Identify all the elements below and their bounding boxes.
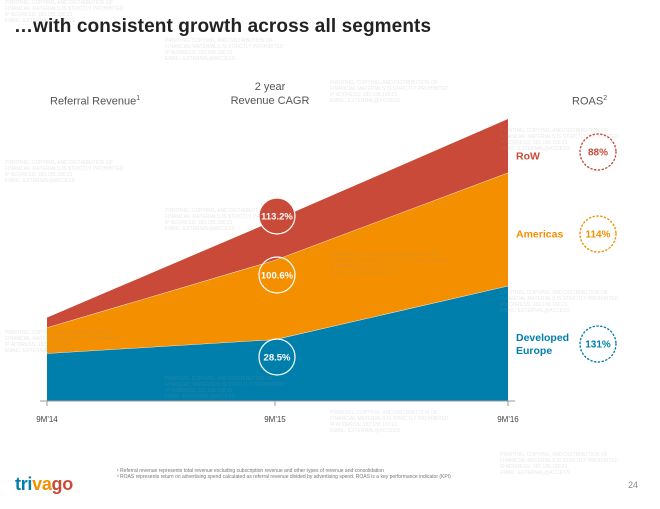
watermark-text: PRINTING, COPYING, AND DISTRIBUTION OF F… [500, 290, 619, 314]
watermark-text: PRINTING, COPYING, AND DISTRIBUTION OF F… [165, 208, 284, 232]
watermark-text: PRINTING, COPYING, AND DISTRIBUTION OF F… [330, 80, 449, 104]
watermark-text: PRINTING, COPYING, AND DISTRIBUTION OF F… [500, 128, 619, 152]
roas-value-label: 114% [585, 230, 610, 241]
footnote-1: ¹ Referral revenue represents total reve… [117, 468, 384, 474]
watermark-text: PRINTING, COPYING, AND DISTRIBUTION OF F… [165, 38, 284, 62]
cagr-circle [258, 256, 296, 294]
logo-part-1: tri [15, 474, 33, 494]
x-tick-label: 9M'14 [36, 415, 58, 424]
footnote-2: ² ROAS represents return on advertising … [117, 474, 451, 480]
roas-header-text: ROAS [572, 95, 604, 108]
trivago-logo: trivago [15, 474, 73, 495]
roas-circle [579, 133, 617, 171]
cagr-circle [258, 197, 296, 235]
watermark-text: PRINTING, COPYING, AND DISTRIBUTION OF F… [330, 252, 449, 276]
referral-revenue-header-text: Referral Revenue [50, 95, 137, 108]
cagr-value-label: 28.5% [264, 353, 291, 364]
watermark-text: PRINTING, COPYING, AND DISTRIBUTION OF F… [5, 160, 124, 184]
cagr-header-line1: 2 year [254, 81, 286, 93]
referral-revenue-header: Referral Revenue1 [50, 95, 140, 108]
watermark-text: PRINTING, COPYING, AND DISTRIBUTION OF F… [5, 330, 124, 354]
roas-header: ROAS2 [572, 95, 607, 108]
slide-title: …with consistent growth across all segme… [14, 16, 432, 37]
area-americas [47, 172, 508, 354]
roas-circle [579, 325, 617, 363]
area-developed-europe [47, 285, 508, 401]
series-label: RoW [516, 151, 540, 163]
watermark-text: PRINTING, COPYING, AND DISTRIBUTION OF F… [5, 0, 124, 24]
footnote-ref-2: 2 [603, 95, 608, 102]
watermark-text: PRINTING, COPYING, AND DISTRIBUTION OF F… [330, 410, 449, 434]
page-number: 24 [628, 480, 639, 490]
logo-part-2: va [32, 474, 52, 494]
series-label: Americas [516, 229, 563, 241]
x-tick-label: 9M'15 [264, 415, 286, 424]
footnote-ref-1: 1 [136, 95, 141, 102]
cagr-circle [258, 338, 296, 376]
cagr-value-label: 113.2% [261, 212, 293, 223]
watermark-text: PRINTING, COPYING, AND DISTRIBUTION OF F… [165, 376, 284, 400]
cagr-value-label: 100.6% [261, 271, 294, 282]
cagr-header: 2 year Revenue CAGR [220, 80, 320, 108]
x-tick-label: 9M'16 [497, 415, 519, 424]
roas-value-label: 88% [588, 148, 608, 159]
cagr-header-line2: Revenue CAGR [230, 95, 310, 107]
footnotes: ¹ Referral revenue represents total reve… [117, 468, 587, 480]
watermark-text: PRINTING, COPYING, AND DISTRIBUTION OF F… [500, 452, 619, 476]
roas-circle [579, 215, 617, 253]
series-label: Developed Europe [516, 332, 569, 357]
logo-part-3: go [51, 474, 74, 494]
roas-value-label: 131% [585, 340, 611, 351]
